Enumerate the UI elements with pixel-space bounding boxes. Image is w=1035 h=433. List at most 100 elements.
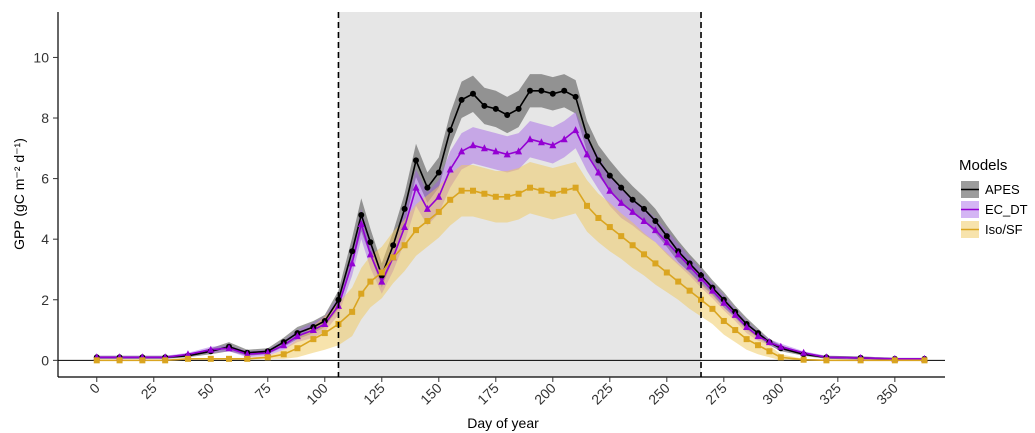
x-tick-label: 275	[702, 380, 730, 408]
line-iso-sf	[96, 186, 925, 362]
point-apes	[367, 239, 374, 246]
point-ec-dt	[708, 286, 716, 294]
point-ec-dt	[264, 348, 272, 356]
point-apes	[527, 87, 534, 94]
point-iso-sf	[652, 260, 659, 267]
point-apes	[515, 105, 522, 112]
y-axis-title: GPP (gC m⁻² d⁻¹)	[11, 138, 27, 250]
point-iso-sf	[857, 357, 864, 364]
y-axis-ticks: 0 2 4 6 8 10	[33, 49, 58, 368]
point-iso-sf	[481, 190, 488, 197]
y-tick-label: 0	[41, 352, 49, 368]
point-iso-sf	[367, 278, 374, 285]
point-ec-dt	[606, 186, 614, 194]
point-ec-dt	[458, 147, 466, 155]
point-ec-dt	[435, 192, 443, 200]
point-iso-sf	[378, 269, 385, 276]
point-apes	[652, 218, 659, 225]
y-tick-label: 4	[41, 231, 49, 247]
point-iso-sf	[538, 187, 545, 194]
uncertainty-bands	[96, 74, 925, 361]
point-apes	[504, 111, 511, 118]
band-iso-sf	[96, 161, 925, 361]
point-ec-dt	[651, 226, 659, 234]
point-iso-sf	[139, 357, 146, 364]
point-ec-dt	[309, 326, 317, 334]
point-iso-sf	[675, 278, 682, 285]
series-points	[93, 87, 928, 364]
point-ec-dt	[754, 332, 762, 340]
point-apes	[561, 87, 568, 94]
legend-items: APES EC_DT Iso/SF	[961, 181, 1028, 238]
x-tick-label: 175	[474, 380, 502, 408]
point-iso-sf	[458, 187, 465, 194]
point-ec-dt	[629, 207, 637, 215]
point-iso-sf	[401, 242, 408, 249]
point-ec-dt	[469, 141, 477, 149]
point-ec-dt	[321, 319, 329, 327]
point-iso-sf	[698, 296, 705, 303]
x-tick-label: 125	[360, 380, 388, 408]
point-apes	[349, 248, 356, 255]
point-iso-sf	[732, 327, 739, 334]
point-iso-sf	[358, 290, 365, 297]
point-ec-dt	[583, 150, 591, 158]
point-apes	[412, 157, 419, 164]
point-iso-sf	[492, 193, 499, 200]
point-iso-sf	[93, 357, 100, 364]
point-ec-dt	[686, 262, 694, 270]
point-apes	[572, 93, 579, 100]
point-ec-dt	[366, 250, 374, 258]
point-apes	[606, 172, 613, 179]
point-ec-dt	[280, 341, 288, 349]
point-apes	[469, 90, 476, 97]
point-iso-sf	[572, 184, 579, 191]
point-iso-sf	[310, 336, 317, 343]
point-ec-dt	[225, 344, 233, 352]
point-ec-dt	[800, 348, 808, 356]
point-ec-dt	[743, 323, 751, 331]
point-apes	[618, 184, 625, 191]
x-axis-ticks: 0 25 50 75 100 125 150 175 200 225 250 275 300 325 350	[86, 377, 901, 408]
line-ec-dt	[96, 128, 925, 360]
point-ec-dt	[594, 168, 602, 176]
point-ec-dt	[357, 220, 365, 228]
legend: Models APES EC_DT Iso/SF	[959, 157, 1028, 238]
band-apes	[96, 74, 925, 360]
point-iso-sf	[823, 357, 830, 364]
point-iso-sf	[447, 196, 454, 203]
point-apes	[549, 90, 556, 97]
legend-label-iso-sf: Iso/SF	[985, 222, 1023, 237]
point-ec-dt	[674, 250, 682, 258]
point-ec-dt	[243, 350, 251, 358]
point-ec-dt	[423, 204, 431, 212]
point-iso-sf	[766, 348, 773, 355]
point-iso-sf	[264, 354, 271, 361]
point-ec-dt	[640, 217, 648, 225]
y-tick-label: 10	[33, 49, 49, 65]
point-ec-dt	[348, 259, 356, 267]
x-tick-label: 225	[588, 380, 616, 408]
point-iso-sf	[755, 342, 762, 349]
point-iso-sf	[641, 251, 648, 258]
point-iso-sf	[207, 355, 214, 362]
x-tick-label: 350	[873, 380, 901, 408]
point-ec-dt	[492, 147, 500, 155]
point-iso-sf	[527, 184, 534, 191]
x-tick-label: 250	[645, 380, 673, 408]
point-ec-dt	[663, 238, 671, 246]
point-iso-sf	[515, 190, 522, 197]
x-tick-label: 100	[303, 380, 331, 408]
point-iso-sf	[891, 357, 898, 364]
point-iso-sf	[663, 269, 670, 276]
point-apes	[629, 196, 636, 203]
point-iso-sf	[226, 355, 233, 362]
point-iso-sf	[595, 214, 602, 221]
point-ec-dt	[537, 138, 545, 146]
point-apes	[641, 205, 648, 212]
x-tick-label: 75	[252, 380, 274, 402]
x-tick-label: 300	[759, 380, 787, 408]
point-apes	[335, 296, 342, 303]
point-iso-sf	[412, 227, 419, 234]
